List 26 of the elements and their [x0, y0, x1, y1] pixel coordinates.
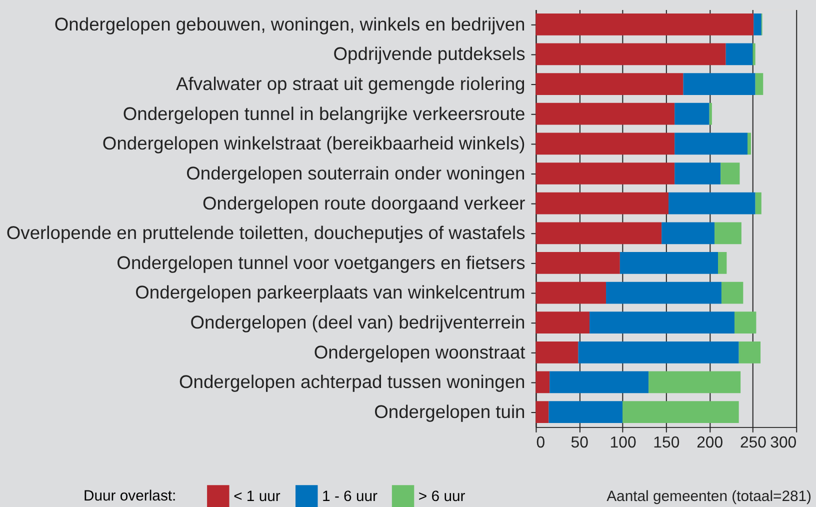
- y-tick-label: Overlopende en pruttelende toiletten, doucheputjes of wastafels: [6, 222, 526, 244]
- x-tick-label: 100: [610, 434, 636, 452]
- x-tick-label: 150: [653, 434, 680, 452]
- y-tick-label: Opdrijvende putdeksels: [333, 43, 526, 64]
- x-tick-label: 200: [696, 434, 724, 452]
- legend-title: Duur overlast:: [83, 488, 176, 504]
- x-axis-title: Aantal gemeenten (totaal=281): [606, 488, 812, 505]
- x-tick-label: 300: [770, 434, 797, 452]
- x-tick-label: 50: [570, 434, 589, 452]
- y-tick-label: Afvalwater op straat uit gemengde riolering: [176, 73, 526, 94]
- y-tick-label: Ondergelopen parkeerplaats van winkelcentrum: [135, 282, 526, 303]
- y-tick-label: Ondergelopen achterpad tussen woningen: [178, 371, 526, 392]
- legend-label: 1 - 6 uur: [322, 489, 378, 506]
- y-tick-label: Ondergelopen woonstraat: [314, 341, 526, 362]
- y-tick-label: Ondergelopen tuin: [374, 401, 526, 422]
- x-tick-label: 250: [740, 434, 767, 452]
- legend-label: < 1 uur: [234, 489, 280, 506]
- y-tick-label: Ondergelopen route doorgaand verkeer: [202, 192, 526, 214]
- y-tick-label: Ondergelopen (deel van) bedrijventerrein: [190, 312, 526, 333]
- y-tick-label: Ondergelopen gebouwen, woningen, winkels en bedrijven: [54, 13, 526, 34]
- y-tick-label: Ondergelopen winkelstraat (bereikbaarheid winkels): [102, 132, 526, 154]
- x-tick-label: 0: [536, 434, 546, 452]
- y-tick-label: Ondergelopen souterrain onder woningen: [186, 162, 526, 184]
- y-tick-label: Ondergelopen tunnel in belangrijke verkeersroute: [122, 102, 526, 124]
- legend-label: > 6 uur: [418, 489, 466, 506]
- y-tick-label: Ondergelopen tunnel voor voetgangers en fietsers: [116, 252, 526, 273]
